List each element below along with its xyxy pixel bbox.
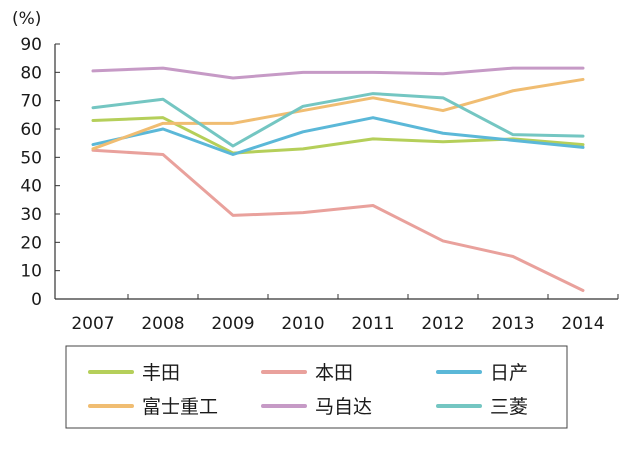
x-tick-label: 2011 [351, 314, 394, 334]
legend-label: 三菱 [490, 396, 528, 418]
legend-label: 马自达 [315, 396, 372, 418]
x-tick-label: 2008 [141, 314, 184, 334]
legend-label: 富士重工 [142, 396, 218, 418]
y-tick-label: 70 [20, 92, 42, 112]
y-tick-label: 40 [20, 177, 42, 197]
legend-label: 本田 [315, 362, 353, 384]
y-tick-label: 50 [20, 148, 42, 168]
y-tick-label: 30 [20, 205, 42, 225]
y-axis-label: (%) [12, 9, 41, 29]
y-tick-label: 10 [20, 262, 42, 282]
x-tick-label: 2009 [211, 314, 254, 334]
legend-label: 丰田 [142, 362, 180, 384]
x-tick-label: 2007 [71, 314, 114, 334]
legend-box [65, 345, 568, 429]
series-line [91, 66, 585, 80]
series-line [91, 77, 585, 151]
y-tick-label: 0 [31, 290, 42, 310]
x-tick-label: 2014 [561, 314, 604, 334]
x-tick-label: 2010 [281, 314, 324, 334]
axes: 0 10 20 30 40 50 60 70 80 90 2007 2008 2009 2010 2011 2… [20, 35, 619, 334]
series-line [91, 148, 585, 292]
y-tick-label: 90 [20, 35, 42, 55]
series-lines [91, 66, 585, 292]
y-tick-label: 20 [20, 233, 42, 253]
series-line [91, 92, 585, 148]
legend-label: 日产 [490, 362, 528, 384]
x-tick-label: 2013 [491, 314, 534, 334]
y-tick-label: 60 [20, 120, 42, 140]
series-line [91, 116, 585, 156]
y-tick-label: 80 [20, 63, 42, 83]
x-tick-label: 2012 [421, 314, 464, 334]
